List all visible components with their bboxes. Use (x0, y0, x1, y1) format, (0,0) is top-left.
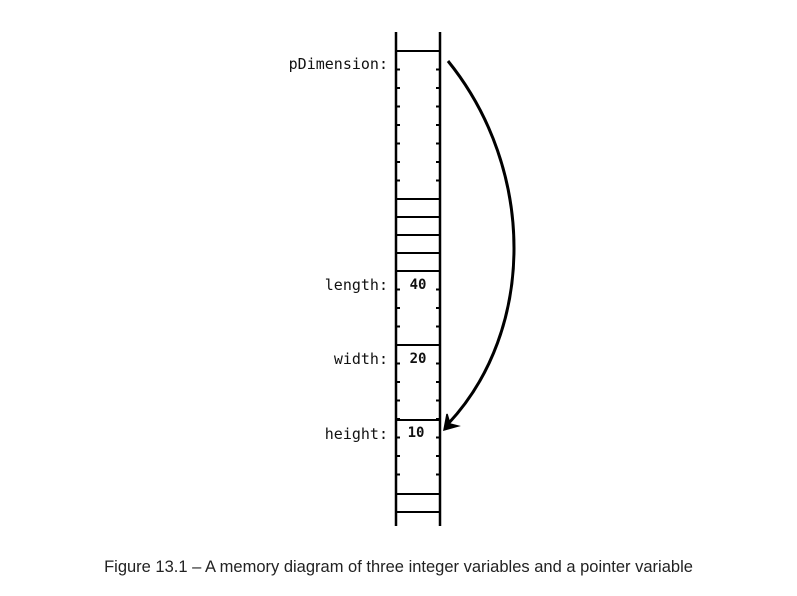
height-label: height: (325, 425, 388, 443)
memory-column (394, 32, 442, 526)
length-label: length: (325, 276, 388, 294)
height-value: 10 (408, 425, 425, 441)
width-label: width: (334, 350, 388, 368)
byte-tick-marks (396, 68, 440, 476)
pointer-arrow (443, 60, 516, 432)
figure-caption: Figure 13.1 – A memory diagram of three … (104, 558, 693, 576)
width-value: 20 (410, 351, 427, 367)
memory-diagram: pDimension: length: width: height: 40 20… (289, 32, 516, 526)
pointer-arrow-curve (446, 60, 516, 426)
memory-cell-separators (396, 50, 440, 513)
length-value: 40 (410, 277, 427, 293)
pdimension-label: pDimension: (289, 55, 388, 73)
pointer-arrowhead (443, 413, 461, 432)
